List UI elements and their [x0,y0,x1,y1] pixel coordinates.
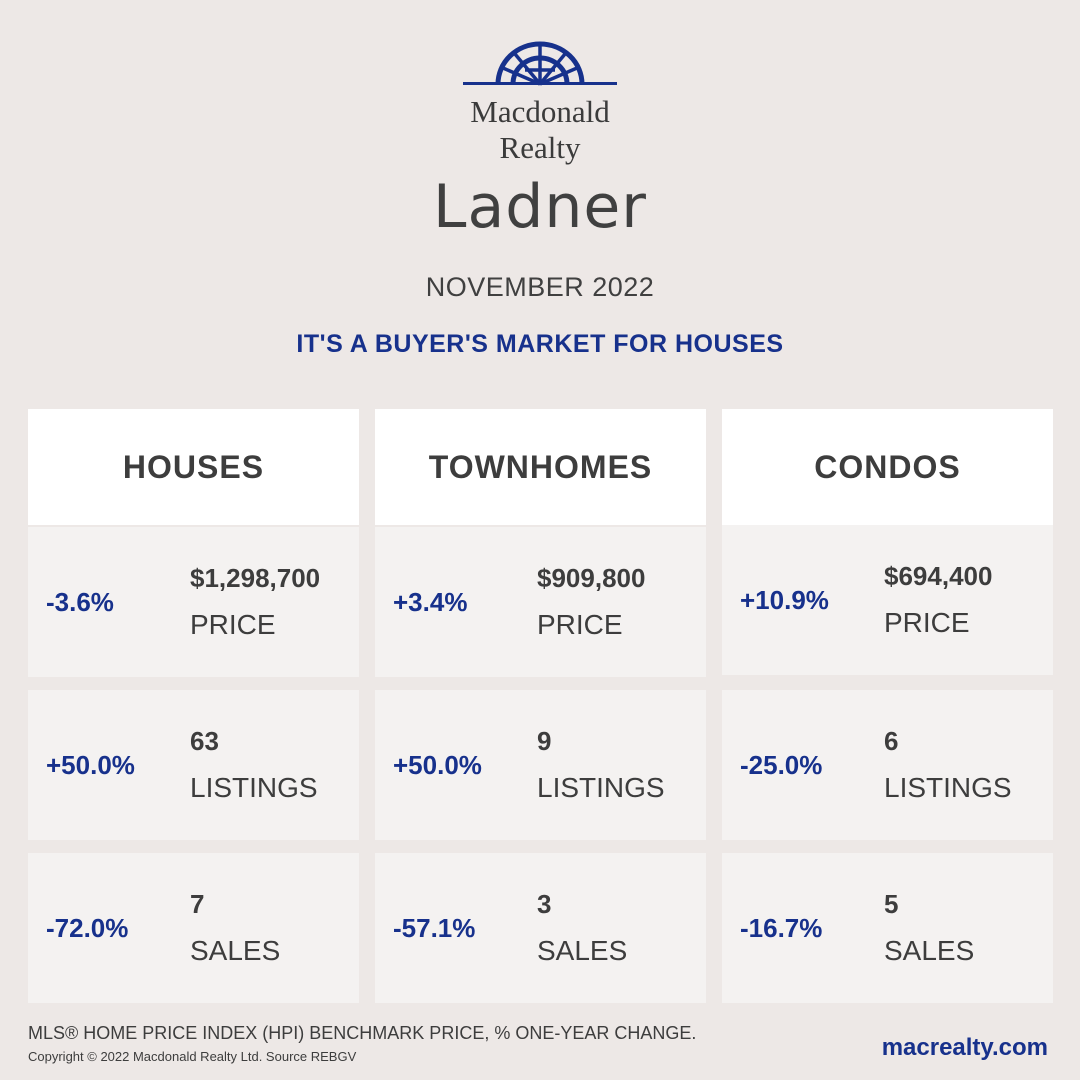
column-title: CONDOS [722,409,1053,525]
listings-value: 63 [190,726,219,756]
report-month: NOVEMBER 2022 [425,272,655,302]
price-change: +3.4% [393,586,468,617]
logo-line-1: Macdonald [470,94,610,129]
listings-label: LISTINGS [884,772,1012,803]
sales-card: -72.0% 7 SALES [28,853,359,1003]
city-title: Ladner [433,172,647,242]
listings-card: +50.0% 9 LISTINGS [375,690,706,840]
sales-change: -72.0% [46,912,129,943]
brand-logo: Macdonald Realty [0,40,1080,166]
column-houses: HOUSES -3.6% $1,298,700 PRICE +50.0% 63 … [28,409,359,1003]
listings-value: 6 [884,726,899,756]
price-value: $909,800 [537,563,646,593]
price-label: PRICE [884,607,970,638]
price-change: -3.6% [46,586,114,617]
column-title: TOWNHOMES [375,409,706,525]
sales-card: -16.7% 5 SALES [722,853,1053,1003]
listings-card: +50.0% 63 LISTINGS [28,690,359,840]
price-card: +10.9% $694,400 PRICE [722,525,1053,675]
column-townhomes: TOWNHOMES +3.4% $909,800 PRICE +50.0% 9 … [375,409,706,1003]
listings-change: +50.0% [46,749,135,780]
listings-change: +50.0% [393,749,482,780]
price-change: +10.9% [740,584,829,615]
sales-card: -57.1% 3 SALES [375,853,706,1003]
price-value: $694,400 [884,561,993,591]
market-headline: IT'S A BUYER'S MARKET FOR HOUSES [296,330,784,358]
copyright-text: Copyright © 2022 Macdonald Realty Ltd. S… [28,1049,357,1064]
sales-label: SALES [537,935,628,966]
column-title: HOUSES [28,409,359,525]
logo-line-2: Realty [499,130,581,165]
listings-change: -25.0% [740,749,823,780]
price-value: $1,298,700 [190,563,321,593]
sales-value: 7 [190,889,205,919]
logo-arch-icon [463,41,617,86]
listings-label: LISTINGS [190,772,318,803]
sales-value: 3 [537,889,552,919]
sales-change: -16.7% [740,912,823,943]
column-condos: CONDOS +10.9% $694,400 PRICE -25.0% 6 LI… [722,409,1053,1003]
sales-label: SALES [190,935,281,966]
listings-label: LISTINGS [537,772,665,803]
price-label: PRICE [537,609,623,640]
website-link[interactable]: macrealty.com [881,1034,1048,1061]
price-card: -3.6% $1,298,700 PRICE [28,527,359,677]
sales-value: 5 [884,889,899,919]
price-card: +3.4% $909,800 PRICE [375,527,706,677]
price-label: PRICE [190,609,276,640]
sales-label: SALES [884,935,975,966]
listings-value: 9 [537,726,552,756]
hpi-footnote: MLS® HOME PRICE INDEX (HPI) BENCHMARK PR… [28,1023,697,1043]
sales-change: -57.1% [393,912,476,943]
listings-card: -25.0% 6 LISTINGS [722,690,1053,840]
